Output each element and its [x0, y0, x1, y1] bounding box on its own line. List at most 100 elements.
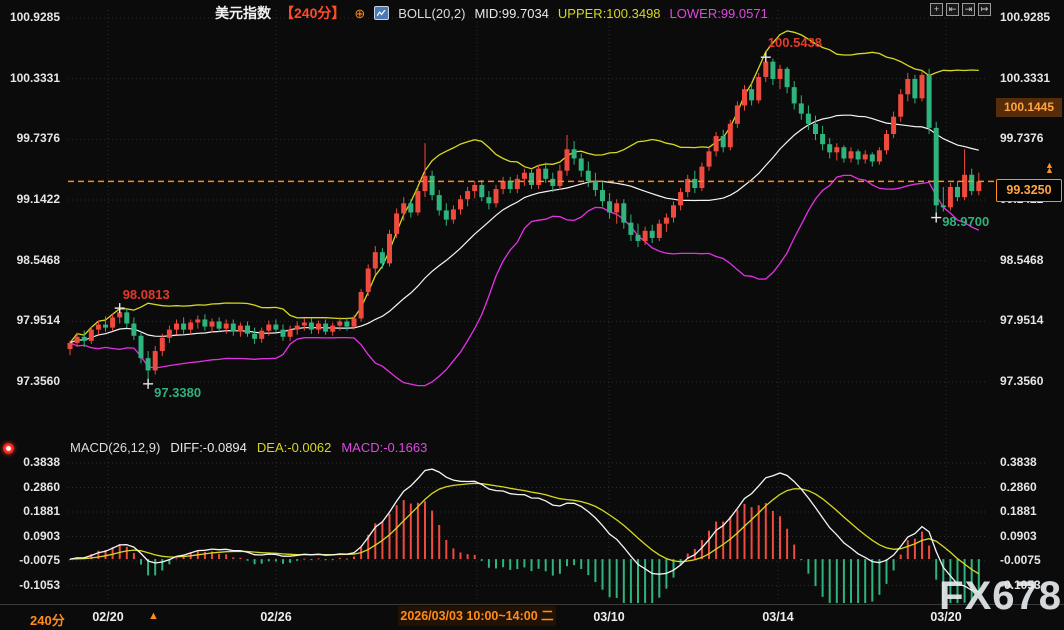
candle-body	[876, 150, 882, 162]
candle-body	[834, 147, 840, 153]
macd-hist-bar	[452, 548, 455, 560]
macd-hist-bar	[445, 539, 448, 560]
candle-body	[649, 230, 655, 238]
price-tick-label: 100.3331	[9, 70, 60, 85]
candle-body	[514, 178, 520, 190]
macd-macd-value: MACD:-0.1663	[341, 440, 428, 455]
macd-hist-bar	[736, 510, 739, 560]
macd-hist-bar	[658, 559, 661, 598]
macd-hist-bar	[779, 516, 781, 560]
macd-hist-bar	[857, 559, 860, 603]
macd-hist-bar	[438, 524, 441, 560]
macd-hist-bar	[921, 531, 923, 560]
candle-body	[67, 342, 73, 350]
candle-body	[756, 76, 762, 101]
macd-hist-bar	[928, 545, 931, 560]
macd-hist-bar	[388, 513, 391, 560]
macd-hist-bar	[296, 559, 299, 561]
macd-hist-bar	[523, 559, 526, 568]
candle-body	[543, 168, 549, 179]
price-alert-arrows-icon[interactable]: ▲ ▲	[1045, 160, 1054, 175]
candle-body	[947, 186, 953, 208]
current-price-box[interactable]: 99.3250	[996, 179, 1062, 202]
candle-body	[564, 149, 570, 171]
candle-body	[550, 178, 556, 186]
period-label: 【240分】	[280, 5, 346, 21]
macd-diff-value: DIFF:-0.0894	[170, 440, 247, 455]
macd-hist-bar	[700, 540, 703, 560]
candle-body	[692, 178, 698, 189]
macd-hist-bar	[807, 559, 810, 574]
add-indicator-icon[interactable]: ⊕	[354, 5, 366, 21]
macd-hist-bar	[885, 559, 888, 584]
macd-hist-bar	[871, 559, 874, 602]
macd-hist-bar	[622, 559, 625, 603]
macd-hist-bar	[573, 559, 576, 566]
candle-body	[237, 325, 243, 332]
candle-body	[813, 123, 818, 135]
candle-body	[763, 61, 769, 77]
candle-body	[110, 317, 116, 328]
macd-hist-bar	[722, 521, 725, 560]
candle-body	[749, 89, 755, 101]
price-tick-label: 100.9285	[1000, 10, 1051, 24]
macd-dea-value: DEA:-0.0062	[256, 440, 332, 455]
boll-upper-value: UPPER:100.3498	[557, 5, 661, 21]
candle-body	[486, 197, 492, 204]
macd-hist-bar	[203, 551, 206, 560]
price-tick-label: 98.5468	[16, 252, 60, 267]
macd-hist-bar	[750, 507, 753, 560]
macd-hist-bar	[615, 559, 618, 598]
candle-body	[372, 252, 378, 269]
macd-hist-bar	[69, 559, 71, 561]
jump-to-latest-icon[interactable]: ↦	[978, 3, 991, 16]
candle-body	[216, 321, 222, 329]
candle-body	[365, 268, 371, 292]
pan-icon[interactable]: +	[930, 3, 943, 16]
candle-body	[820, 134, 826, 145]
macd-hist-bar	[629, 559, 632, 603]
period-selector[interactable]: 240分	[30, 613, 65, 628]
price-tick-label: 97.9514	[16, 313, 60, 328]
candle-body	[401, 203, 407, 214]
scroll-right-icon[interactable]: ⇥	[962, 3, 975, 16]
candle-body	[117, 312, 123, 318]
scroll-left-icon[interactable]: ⇤	[946, 3, 959, 16]
macd-hist-bar	[424, 501, 426, 560]
price-tick-label: 100.9285	[9, 10, 60, 24]
macd-dea-line	[69, 482, 980, 575]
macd-tick-label: -0.0075	[1000, 553, 1041, 567]
macd-hist-bar	[338, 557, 341, 560]
candle-body	[287, 329, 293, 337]
macd-hist-bar	[935, 559, 938, 580]
macd-header: MACD(26,12,9) DIFF:-0.0894 DEA:-0.0062 M…	[70, 440, 427, 455]
macd-hist-bar	[182, 556, 185, 560]
macd-hist-bar	[651, 559, 654, 603]
macd-hist-bar	[828, 559, 831, 603]
candle-body	[699, 166, 705, 189]
candle-body	[436, 195, 442, 211]
macd-name: MACD(26,12,9)	[70, 440, 161, 455]
date-tick-label: 02/20	[92, 610, 124, 624]
macd-hist-bar	[289, 559, 292, 563]
macd-hist-bar	[793, 544, 796, 560]
macd-hist-bar	[608, 559, 611, 598]
macd-hist-bar	[140, 559, 142, 565]
chart-style-icon[interactable]	[374, 6, 390, 20]
macd-hist-bar	[168, 559, 171, 565]
candle-body	[415, 191, 421, 213]
candle-body	[869, 154, 875, 162]
candle-body	[919, 74, 925, 99]
period-dropdown-arrow-icon[interactable]: ▲	[148, 610, 159, 622]
candle-body	[330, 325, 336, 332]
macd-hist-bar	[225, 554, 228, 560]
candle-body	[891, 116, 897, 135]
candle-body	[88, 329, 94, 341]
candle-body	[905, 78, 911, 95]
macd-hist-bar	[324, 559, 327, 561]
candle-body	[571, 149, 577, 159]
candle-body	[337, 321, 343, 326]
macd-hist-bar	[90, 554, 93, 560]
date-tick-label: 03/14	[762, 610, 794, 624]
